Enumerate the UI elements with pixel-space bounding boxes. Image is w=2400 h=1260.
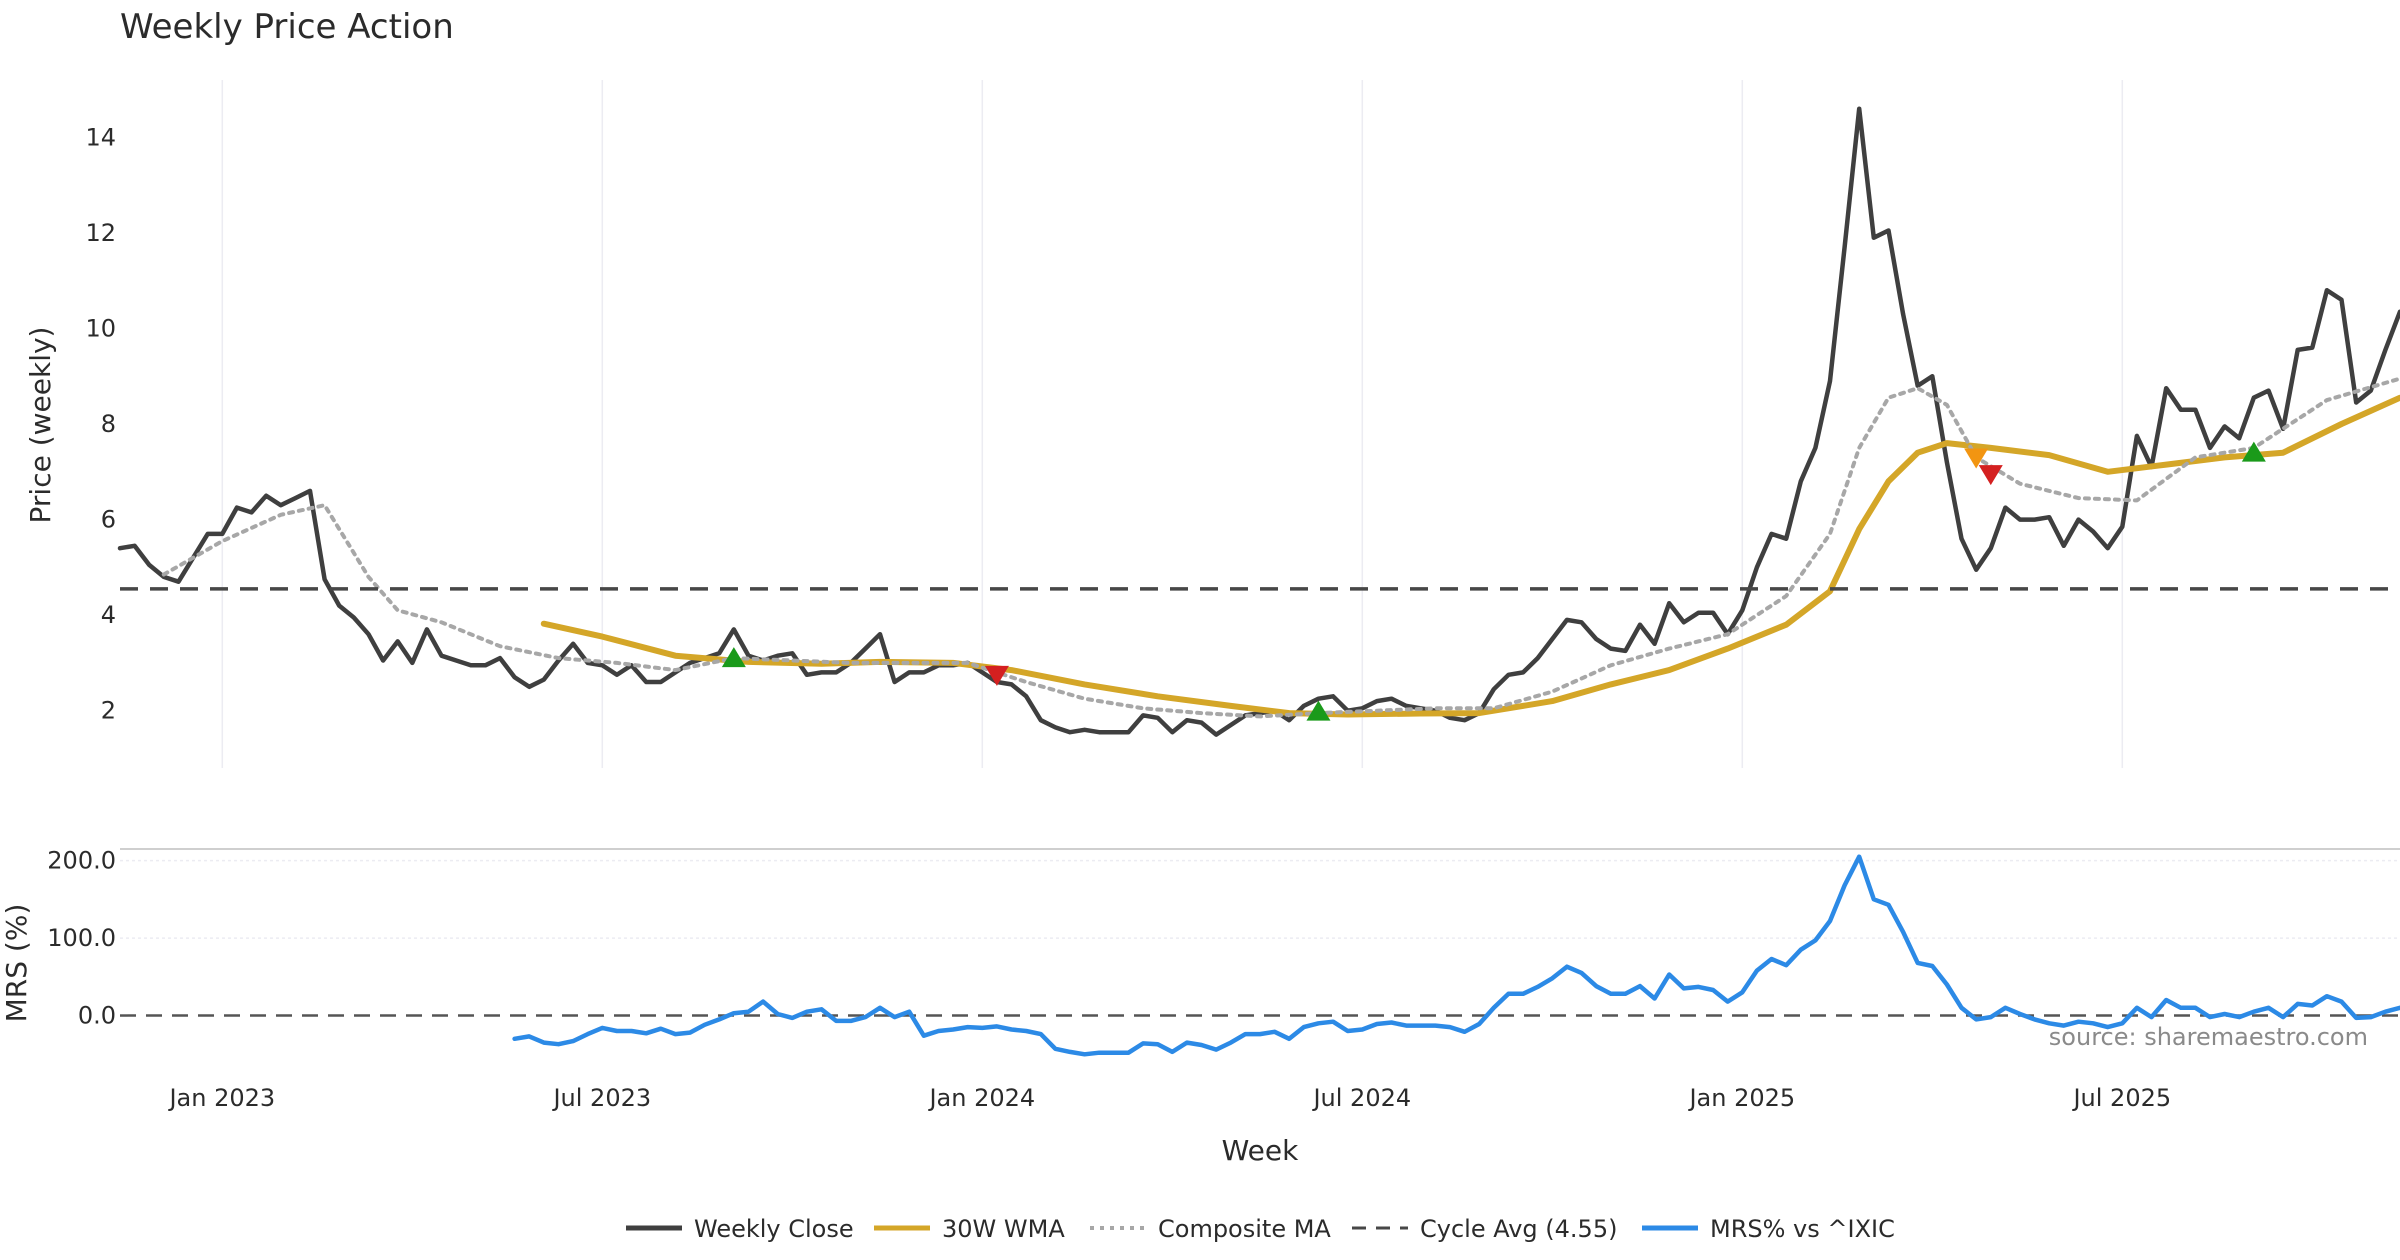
price-y-tick-8: 8	[101, 410, 116, 438]
price-series-group	[117, 106, 2400, 737]
chart-title: Weekly Price Action	[120, 7, 454, 47]
x-ticks: Jan 2023 Jul 2023 Jan 2024 Jul 2024 Jan 2025…	[167, 1084, 2171, 1112]
legend-label-composite-ma: Composite MA	[1158, 1215, 1331, 1243]
signal-marker-buy-6	[2241, 441, 2266, 462]
x-tick-jul-2025: Jul 2025	[2071, 1084, 2171, 1112]
legend-item-cycle-avg: Cycle Avg (4.55)	[1352, 1215, 1617, 1243]
legend-label-mrs: MRS% vs ^IXIC	[1710, 1215, 1895, 1243]
source-note: source: sharemaestro.com	[2049, 1023, 2368, 1051]
x-tick-jul-2023: Jul 2023	[551, 1084, 651, 1112]
legend-item-composite-ma: Composite MA	[1090, 1215, 1331, 1243]
price-grid	[221, 80, 2124, 768]
x-tick-jan-2025: Jan 2025	[1687, 1084, 1795, 1112]
mrs-y-axis-label: MRS (%)	[0, 904, 33, 1023]
mrs-series-group	[120, 854, 2400, 1057]
signal-marker-buy-1	[721, 647, 746, 668]
signal-marker-sell-2	[984, 665, 1009, 686]
price-y-tick-14: 14	[85, 123, 116, 151]
price-y-tick-4: 4	[101, 601, 116, 629]
legend: Weekly Close 30W WMA Composite MA Cycle …	[626, 1215, 1895, 1243]
mrs-y-ticks: 0.0 100.0 200.0	[47, 847, 116, 1030]
price-y-tick-10: 10	[85, 314, 116, 342]
legend-label-cycle-avg: Cycle Avg (4.55)	[1420, 1215, 1617, 1243]
price-y-axis-label: Price (weekly)	[24, 327, 57, 524]
mrs-y-tick-0: 0.0	[78, 1002, 116, 1030]
price-markers-group	[721, 441, 2266, 721]
signal-marker-buy-3	[1306, 700, 1331, 721]
series-weekly-close	[117, 106, 2400, 737]
legend-item-weekly-close: Weekly Close	[626, 1215, 854, 1243]
mrs-grid	[120, 859, 2400, 939]
price-y-ticks: 2 4 6 8 10 12 14	[85, 123, 116, 724]
signal-marker-sell-4	[1964, 448, 1989, 469]
signal-marker-sell-5	[1978, 465, 2003, 486]
x-tick-jan-2024: Jan 2024	[927, 1084, 1035, 1112]
mrs-y-tick-200: 200.0	[47, 847, 116, 875]
legend-label-weekly-close: Weekly Close	[694, 1215, 854, 1243]
series-mrs-vs-ixic	[512, 854, 2400, 1057]
legend-label-30w-wma: 30W WMA	[942, 1215, 1065, 1243]
x-tick-jul-2024: Jul 2024	[1311, 1084, 1411, 1112]
mrs-y-tick-100: 100.0	[47, 924, 116, 952]
price-y-tick-6: 6	[101, 506, 116, 534]
x-axis-label: Week	[1222, 1134, 1299, 1167]
price-y-tick-12: 12	[85, 219, 116, 247]
x-tick-jan-2023: Jan 2023	[167, 1084, 275, 1112]
legend-item-30w-wma: 30W WMA	[874, 1215, 1065, 1243]
legend-item-mrs: MRS% vs ^IXIC	[1642, 1215, 1895, 1243]
price-y-tick-2: 2	[101, 697, 116, 725]
